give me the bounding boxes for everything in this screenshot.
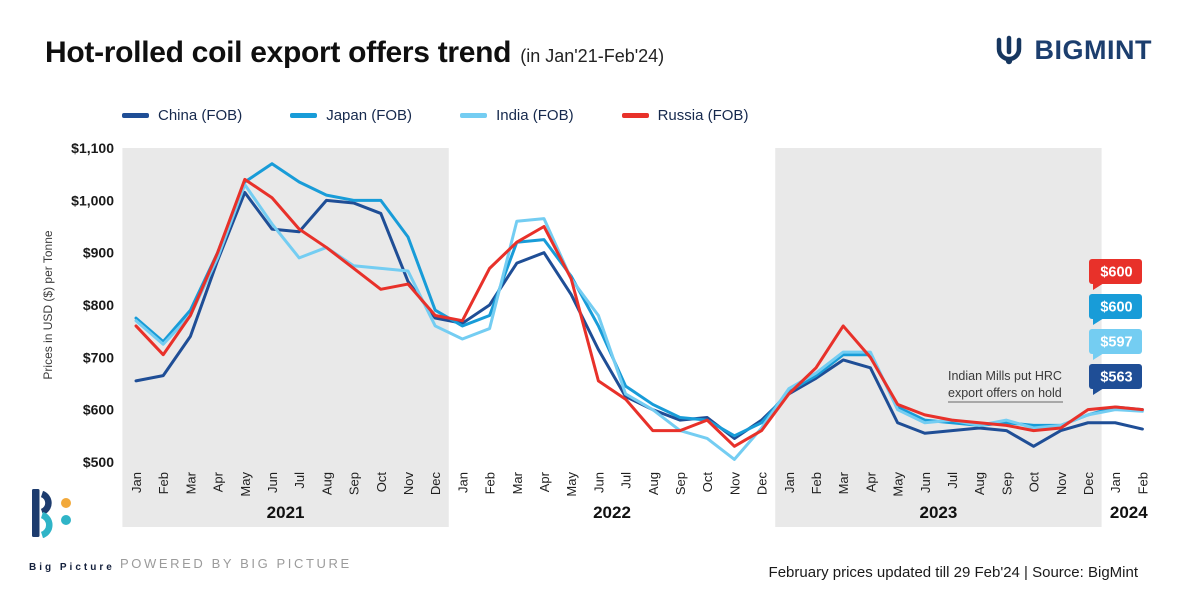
callout-tail — [1093, 283, 1104, 290]
callout-tail — [1093, 318, 1104, 325]
bigmint-logo-icon — [996, 35, 1021, 65]
price-callout-label: $563 — [1100, 370, 1132, 386]
y-tick-label: $500 — [83, 454, 114, 470]
x-tick-label: Jun — [265, 472, 280, 493]
legend-marker — [621, 113, 649, 118]
x-tick-label: Sep — [347, 472, 362, 495]
legend-label: China (FOB) — [158, 107, 243, 124]
bp-dot-teal — [61, 515, 71, 525]
x-tick-label: Oct — [1027, 472, 1042, 493]
price-callout — [1089, 294, 1142, 319]
y-tick-label: $600 — [83, 402, 114, 418]
legend-marker — [290, 113, 318, 118]
y-tick-label: $800 — [83, 297, 114, 313]
year-band-2023 — [775, 148, 1102, 527]
x-tick-label: Jan — [1108, 472, 1123, 493]
year-label-2024: 2024 — [1110, 503, 1148, 522]
x-tick-label: Feb — [483, 472, 498, 494]
bigmint-logo-text: BIGMINT — [1034, 34, 1152, 65]
price-callout — [1089, 364, 1142, 389]
legend-marker — [460, 113, 488, 118]
price-callout — [1089, 259, 1142, 284]
x-tick-label: Dec — [755, 472, 770, 496]
legend-marker — [122, 113, 149, 118]
year-label-2021: 2021 — [267, 503, 305, 522]
header: Hot-rolled coil export offers trend (in J… — [45, 36, 664, 70]
price-callout-label: $600 — [1100, 265, 1132, 281]
y-tick-label: $900 — [83, 245, 114, 261]
x-tick-label: Aug — [319, 472, 334, 495]
x-tick-label: Nov — [1054, 472, 1069, 496]
year-label-2022: 2022 — [593, 503, 631, 522]
x-tick-label: Oct — [374, 472, 389, 493]
x-tick-label: May — [238, 472, 253, 497]
bigmint-brand: BIGMINT — [991, 32, 1153, 68]
x-tick-label: Mar — [183, 471, 198, 494]
big-picture-logo-text: Big Picture — [29, 562, 115, 573]
x-tick-label: Apr — [211, 471, 226, 492]
x-tick-label: Feb — [156, 472, 171, 494]
x-tick-label: Jun — [591, 472, 606, 493]
legend-item: China (FOB) — [122, 107, 242, 124]
big-picture-logo — [32, 489, 71, 539]
x-tick-label: Jul — [619, 472, 634, 489]
x-tick-label: May — [564, 472, 579, 497]
legend-label: Russia (FOB) — [657, 107, 749, 124]
x-tick-label: Feb — [809, 472, 824, 494]
x-tick-label: Apr — [537, 471, 552, 492]
y-axis-title: Prices in USD ($) per Tonne — [41, 230, 55, 380]
hrc-export-price-chart: $500 $600 $700 $800 $900 $1,000 $1,100 Prices i… — [41, 140, 1150, 527]
x-tick-label: Mar — [836, 471, 851, 494]
x-tick-label: Aug — [646, 472, 661, 495]
chart-annotation-line: Indian Mills put HRC — [948, 369, 1062, 383]
legend-item: India (FOB) — [460, 107, 574, 124]
bp-dot-orange — [61, 498, 71, 508]
legend-item: Japan (FOB) — [290, 107, 412, 124]
price-callout-label: $597 — [1100, 335, 1132, 351]
legend-item: Russia (FOB) — [621, 107, 749, 124]
y-tick-label: $700 — [83, 349, 114, 365]
x-tick-label: Nov — [401, 472, 416, 496]
x-tick-label: Aug — [972, 472, 987, 495]
x-tick-label: Jan — [455, 472, 470, 493]
x-tick-label: Sep — [673, 472, 688, 495]
chart-annotation-line: export offers on hold — [948, 386, 1062, 400]
x-tick-label: Apr — [863, 471, 878, 492]
page-subtitle: (in Jan'21-Feb'24) — [520, 46, 665, 66]
x-tick-label: Jul — [945, 472, 960, 489]
y-tick-label: $1,100 — [71, 140, 114, 156]
callout-tail — [1093, 388, 1104, 395]
x-tick-label: Oct — [700, 472, 715, 493]
x-tick-label: Nov — [727, 472, 742, 496]
price-callout-label: $600 — [1100, 300, 1132, 316]
x-tick-label: Feb — [1135, 472, 1150, 494]
price-callout — [1089, 329, 1142, 354]
page-title: Hot-rolled coil export offers trend — [45, 36, 512, 69]
series-line-russia-fob- — [134, 177, 1144, 448]
chart-legend: China (FOB) Japan (FOB) India (FOB) Russia … — [122, 107, 748, 124]
x-tick-label: Jul — [292, 472, 307, 489]
powered-by-label: POWERED BY BIG PICTURE — [120, 556, 352, 571]
series-line-india-fob- — [134, 183, 1144, 461]
year-label-2023: 2023 — [919, 503, 957, 522]
legend-label: India (FOB) — [496, 107, 574, 124]
legend-label: Japan (FOB) — [326, 107, 413, 124]
x-tick-label: May — [891, 472, 906, 497]
callout-tail — [1093, 353, 1104, 360]
x-tick-label: Jun — [918, 472, 933, 493]
x-tick-label: Mar — [510, 471, 525, 494]
source-note: February prices updated till 29 Feb'24 |… — [768, 564, 1138, 581]
y-tick-label: $1,000 — [71, 192, 114, 208]
x-tick-label: Dec — [1081, 472, 1096, 496]
x-tick-label: Jan — [129, 472, 144, 493]
x-tick-label: Sep — [999, 472, 1014, 495]
x-tick-label: Jan — [782, 472, 797, 493]
x-tick-label: Dec — [428, 472, 443, 496]
